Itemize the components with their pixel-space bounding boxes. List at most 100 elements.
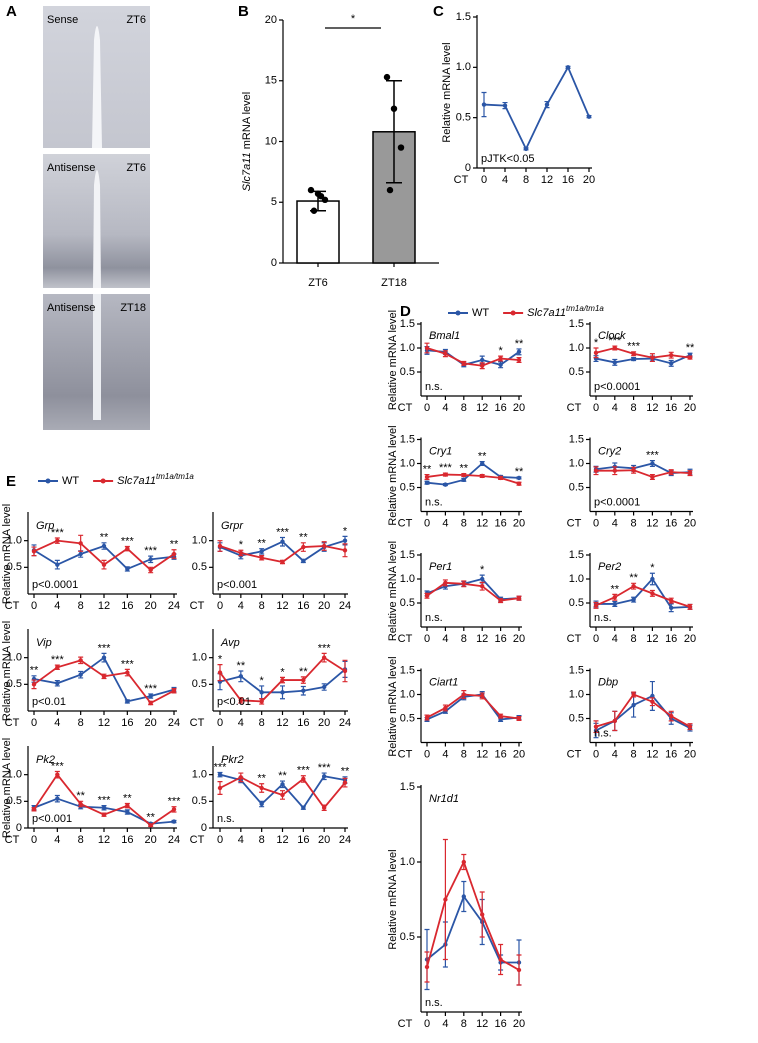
- significance-star: **: [123, 792, 132, 804]
- y-tick-label: 1.5: [400, 664, 415, 676]
- data-point: [301, 558, 306, 564]
- x-tick-label: 4: [238, 834, 244, 846]
- note: pJTK<0.05: [481, 153, 535, 165]
- significance-star: **: [611, 583, 620, 595]
- significance-star: ***: [297, 765, 311, 777]
- significance-star: ***: [318, 762, 332, 774]
- x-tick-label: 20: [145, 834, 157, 846]
- y-axis-label-part: Relative mRNA level: [387, 849, 399, 949]
- y-tick-label: 1.0: [7, 652, 22, 664]
- data-point: [443, 897, 448, 902]
- data-point: [516, 357, 522, 363]
- data-point: [687, 724, 693, 729]
- x-tick-label: 8: [78, 834, 84, 846]
- x-tick-label: 24: [168, 600, 180, 612]
- data-point: [650, 461, 655, 466]
- x-axis-label: CT: [567, 517, 582, 529]
- x-tick-label: 12: [646, 517, 658, 529]
- y-tick-label: 0: [16, 822, 22, 834]
- x-tick-label: 24: [168, 834, 180, 846]
- data-point: [498, 356, 503, 361]
- note: p<0.001: [32, 813, 72, 825]
- x-tick-label: 4: [612, 748, 618, 760]
- significance-star: ***: [276, 526, 290, 538]
- significance-star: *: [650, 562, 655, 574]
- gene-title: Pk2: [36, 754, 55, 766]
- data-point: [342, 668, 348, 674]
- y-axis-label-part: Relative mRNA level: [387, 310, 399, 410]
- y-tick-label: 0: [465, 162, 471, 174]
- y-axis-label: Relative mRNA level: [387, 310, 399, 410]
- significance-star: ***: [51, 654, 65, 666]
- x-tick-label: 20: [513, 402, 525, 414]
- significance-star: *: [498, 345, 503, 357]
- data-point: [480, 584, 485, 589]
- y-tick-label: 10: [265, 135, 277, 147]
- significance-star: ***: [98, 795, 112, 807]
- data-point: [612, 601, 617, 607]
- x-tick-label: 20: [684, 633, 696, 645]
- significance-star: *: [218, 654, 223, 666]
- y-tick-label: 1.0: [192, 535, 207, 547]
- x-tick-label: 12: [276, 600, 288, 612]
- legend-marker: [45, 478, 51, 484]
- series-line: [595, 694, 691, 732]
- data-point: [171, 551, 177, 557]
- ventricle: [92, 26, 102, 148]
- data-point: [125, 803, 130, 808]
- series-line: [596, 469, 691, 478]
- x-tick-label: 12: [541, 174, 553, 186]
- significance-star: ***: [98, 642, 112, 654]
- significance-star: **: [629, 572, 638, 584]
- x-tick-label: 8: [259, 834, 265, 846]
- legend-name: Slc7a11: [527, 307, 566, 319]
- y-tick-label: 0.5: [7, 678, 22, 690]
- data-point: [516, 596, 522, 601]
- legend-marker: [510, 310, 516, 316]
- significance-star: ***: [51, 527, 65, 539]
- data-point: [321, 655, 327, 660]
- significance-star: **: [515, 338, 524, 350]
- x-tick-label: 20: [513, 748, 525, 760]
- x-tick-label: 0: [424, 633, 430, 645]
- x-tick-label: 0: [217, 834, 223, 846]
- legend-superscript: tm1a/tm1a: [156, 472, 194, 481]
- x-tick-label: 16: [665, 748, 677, 760]
- significance-star: **: [100, 532, 109, 544]
- x-tick-label: 24: [339, 717, 351, 729]
- x-tick-label: 8: [78, 717, 84, 729]
- significance-star: **: [257, 538, 266, 550]
- significance-star: **: [460, 462, 469, 474]
- data-point: [171, 819, 177, 824]
- x-tick-label: 0: [593, 517, 599, 529]
- x-tick-label: 16: [121, 600, 133, 612]
- significance-star: ***: [144, 683, 158, 695]
- data-point: [259, 690, 264, 695]
- y-tick-label: 0.5: [456, 112, 471, 124]
- y-axis-label: Relative mRNA level: [387, 541, 399, 641]
- image-label: ZT6: [126, 14, 146, 26]
- y-axis-label-part: mRNA level: [241, 92, 253, 149]
- x-tick-label: 0: [424, 517, 430, 529]
- significance-star: *: [343, 525, 348, 537]
- x-tick-label: 0: [31, 600, 37, 612]
- significance-star: **: [257, 773, 266, 785]
- legend-name: WT: [472, 307, 489, 319]
- data-point: [480, 357, 485, 363]
- y-axis-label-part: Relative mRNA level: [1, 621, 13, 721]
- panel-label: E: [6, 473, 16, 490]
- gene-title: Per1: [429, 561, 452, 573]
- gene-title: Cry1: [429, 445, 452, 457]
- x-tick-label: 16: [297, 600, 309, 612]
- error-bar: [386, 80, 402, 184]
- data-point: [631, 702, 636, 708]
- data-point: [259, 801, 264, 807]
- legend-label: Slc7a11tm1a/tm1a: [527, 304, 604, 319]
- x-tick-label: 16: [494, 517, 506, 529]
- x-tick-label: 20: [318, 834, 330, 846]
- data-point: [78, 658, 83, 663]
- data-point: [78, 551, 83, 557]
- data-point: [443, 482, 448, 487]
- y-tick-label: 1.5: [400, 433, 415, 445]
